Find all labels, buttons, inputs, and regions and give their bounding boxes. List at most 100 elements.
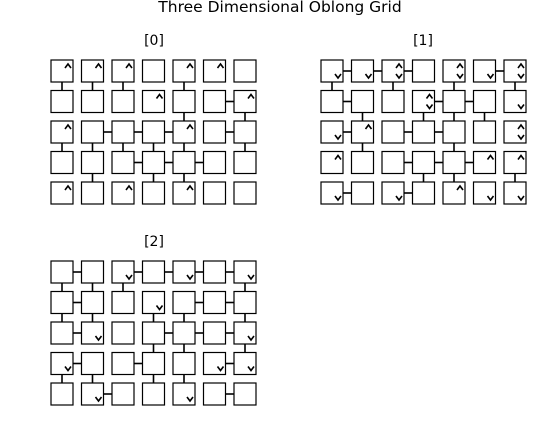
grid-cell — [80, 260, 105, 284]
grid-cell — [202, 89, 227, 114]
grid-cell — [80, 290, 105, 315]
grid-panel-0: [0] — [50, 33, 257, 205]
grid-cell — [381, 89, 405, 114]
caret-up-icon — [517, 62, 525, 69]
grid-cell — [233, 351, 257, 376]
caret-down-icon — [155, 305, 164, 311]
grid-cell — [503, 181, 527, 205]
caret-up-icon — [456, 62, 464, 69]
grid-cell — [202, 150, 227, 175]
grid-cell — [472, 59, 497, 83]
caret-down-icon — [334, 73, 342, 80]
figure-title: Three Dimensional Oblong Grid — [157, 0, 401, 16]
grid-cell — [172, 382, 196, 406]
grid-cell — [141, 290, 166, 315]
grid-cell — [411, 89, 436, 114]
caret-up-icon — [247, 93, 255, 99]
grid-cell — [111, 120, 135, 144]
grid-cell — [233, 150, 257, 175]
caret-up-icon — [486, 154, 495, 160]
caret-up-icon — [517, 123, 525, 130]
grid-cell — [472, 150, 497, 175]
grid-cell — [202, 290, 227, 315]
grid-cells-2 — [50, 260, 257, 406]
grid-cell — [472, 89, 497, 114]
grid-cell — [381, 150, 405, 175]
caret-down-icon — [395, 73, 403, 80]
caret-down-icon — [517, 104, 525, 110]
caret-down-icon — [94, 335, 103, 342]
grid-cell — [172, 351, 196, 376]
panel-label-2: [2] — [144, 234, 164, 250]
grid-cells-1 — [320, 59, 527, 205]
grid-cell — [80, 120, 105, 144]
grid-cell — [233, 89, 257, 114]
grid-cell — [202, 321, 227, 345]
grid-cell — [411, 59, 436, 83]
caret-down-icon — [395, 195, 403, 202]
grid-cell — [50, 382, 74, 406]
caret-down-icon — [247, 274, 255, 281]
grid-cell — [50, 260, 74, 284]
grid-cell — [111, 290, 135, 315]
grid-cell — [80, 59, 105, 83]
grid-cell — [381, 59, 405, 83]
caret-up-icon — [64, 62, 72, 69]
grid-cell — [50, 181, 74, 205]
grid-cell — [381, 181, 405, 205]
grid-cell — [80, 382, 105, 406]
caret-up-icon — [456, 184, 464, 191]
grid-cell — [320, 120, 344, 144]
grid-cell — [442, 89, 466, 114]
grid-cell — [350, 120, 375, 144]
grid-panel-2: [2] — [50, 234, 257, 406]
grid-cell — [472, 181, 497, 205]
caret-up-icon — [364, 123, 373, 130]
grid-cell — [320, 89, 344, 114]
grid-cells-0 — [50, 59, 257, 205]
caret-up-icon — [425, 93, 434, 99]
grid-cell — [411, 150, 436, 175]
caret-down-icon — [186, 396, 194, 403]
grid-cell — [80, 181, 105, 205]
caret-down-icon — [334, 195, 342, 202]
grid-cell — [172, 150, 196, 175]
grid-cell — [172, 260, 196, 284]
caret-up-icon — [186, 184, 194, 191]
grid-cell — [50, 120, 74, 144]
grid-cell — [141, 382, 166, 406]
caret-down-icon — [186, 274, 194, 281]
grid-cell — [350, 89, 375, 114]
grid-cell — [141, 321, 166, 345]
grid-cell — [503, 150, 527, 175]
grid-cell — [503, 89, 527, 114]
grid-cell — [141, 120, 166, 144]
grid-cell — [202, 181, 227, 205]
grid-cell — [172, 181, 196, 205]
grid-cell — [350, 59, 375, 83]
caret-up-icon — [94, 62, 103, 69]
caret-down-icon — [517, 195, 525, 202]
caret-down-icon — [486, 195, 495, 202]
caret-down-icon — [364, 73, 373, 80]
caret-up-icon — [517, 154, 525, 160]
caret-down-icon — [247, 366, 255, 372]
grid-panel-1: [1] — [320, 33, 527, 205]
grid-cell — [350, 150, 375, 175]
grid-cell — [233, 382, 257, 406]
grid-cell — [202, 120, 227, 144]
grid-cell — [80, 89, 105, 114]
panel-label-0: [0] — [144, 33, 164, 49]
grid-cell — [442, 120, 466, 144]
grid-cell — [172, 89, 196, 114]
grid-cell — [141, 260, 166, 284]
grid-cell — [80, 351, 105, 376]
caret-down-icon — [334, 134, 342, 141]
grid-cell — [141, 351, 166, 376]
grid-cell — [442, 59, 466, 83]
grid-cell — [111, 321, 135, 345]
caret-up-icon — [186, 123, 194, 130]
grid-cell — [233, 260, 257, 284]
grid-cell — [50, 59, 74, 83]
